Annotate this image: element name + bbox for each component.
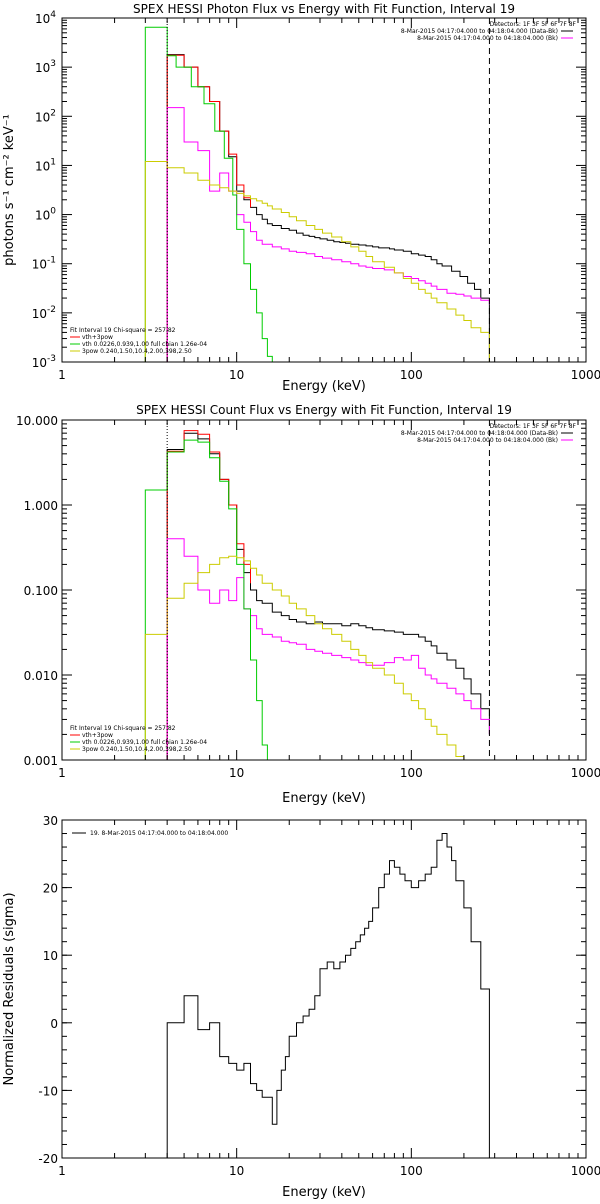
series-group — [144, 430, 490, 760]
y-tick-exponent: 2 — [50, 108, 56, 118]
y-tick-base: 10 — [32, 307, 47, 321]
x-tick-label: 10 — [229, 766, 244, 780]
y-tick-base: 10 — [35, 61, 50, 75]
y-tick-label: -20 — [38, 1152, 58, 1166]
y-tick-exponent: -1 — [47, 256, 56, 266]
y-tick-exponent: 1 — [50, 157, 56, 167]
plot-frame — [61, 819, 587, 1159]
x-axis-label: Energy (keV) — [282, 1185, 366, 1200]
x-axis-label: Energy (keV) — [282, 791, 366, 806]
legend-entry: 3pow 0.240,1.50,10.4,2.00,398,2.50 — [82, 746, 192, 753]
x-tick-label: 1 — [58, 1164, 66, 1178]
series-line-1 — [166, 432, 490, 760]
chart-title: SPEX HESSI Photon Flux vs Energy with Fi… — [133, 2, 515, 16]
y-tick-base: 10 — [35, 209, 50, 223]
x-axis-label: Energy (keV) — [282, 379, 366, 394]
legend-entry: Detectors: 1F 3F 5F 6F 7F 8F — [490, 21, 577, 28]
y-axis-label: Normalized Residuals (sigma) — [2, 892, 17, 1085]
y-tick-exponent: 0 — [50, 207, 56, 217]
y-tick-label: 10-3 — [32, 354, 56, 370]
y-tick-label: 30 — [43, 814, 58, 828]
y-tick-exponent: -2 — [47, 305, 56, 315]
y-tick-label: 101 — [35, 157, 56, 173]
y-tick-label: 103 — [35, 59, 56, 75]
x-tick-label: 100 — [400, 766, 423, 780]
legend-entry: Fit Interval 19 Chi-square = 257.82 — [70, 327, 176, 334]
legend-entry: 8-Mar-2015 04:17:04.000 to 04:18:04.000 … — [417, 437, 558, 444]
x-tick-label: 100 — [400, 1164, 423, 1178]
y-tick-label: 102 — [35, 108, 56, 124]
series-line-2 — [166, 430, 251, 760]
x-tick-label: 10 — [229, 1164, 244, 1178]
legend-entry: vth 0.0226,0.939,1.00 full chian 1.26e-0… — [82, 739, 207, 746]
y-tick-label: 10-2 — [32, 305, 56, 321]
y-tick-label: 0.001 — [24, 754, 58, 768]
x-tick-label: 1000 — [571, 1164, 600, 1178]
legend-entry: vth+3pow — [82, 334, 113, 341]
legend-entry: 8-Mar-2015 04:17:04.000 to 04:18:04.000 … — [401, 430, 558, 437]
y-tick-exponent: 4 — [50, 10, 56, 20]
series-line-1 — [166, 833, 490, 1158]
x-tick-label: 10 — [229, 368, 244, 382]
y-tick-label: 10.000 — [16, 414, 58, 428]
y-tick-label: 20 — [43, 882, 58, 896]
series-line-2 — [166, 54, 251, 362]
series-line-1 — [166, 54, 490, 362]
y-tick-label: 10-1 — [32, 256, 56, 272]
y-tick-base: 10 — [35, 110, 50, 124]
x-tick-label: 1 — [58, 766, 66, 780]
legend-entry: 8-Mar-2015 04:17:04.000 to 04:18:04.000 … — [401, 28, 558, 35]
x-tick-label: 1000 — [571, 368, 600, 382]
y-tick-base: 10 — [35, 159, 50, 173]
y-tick-label: 100 — [35, 207, 56, 223]
y-tick-label: 0.100 — [24, 584, 58, 598]
legend-entry: vth+3pow — [82, 732, 113, 739]
series-group — [144, 26, 490, 362]
y-tick-label: -10 — [38, 1084, 58, 1098]
panel-2: SPEX HESSI Count Flux vs Energy with Fit… — [16, 403, 600, 806]
legend-entry: Detectors: 1F 3F 5F 6F 7F 8F — [490, 423, 577, 430]
y-tick-base: 10 — [32, 356, 47, 370]
y-tick-base: 10 — [32, 258, 47, 272]
plot-frame — [61, 17, 587, 363]
series-line-5 — [144, 555, 465, 760]
legend-entry: Fit Interval 19 Chi-square = 257.82 — [70, 725, 176, 732]
plot-frame — [61, 419, 587, 761]
y-tick-base: 10 — [35, 12, 50, 26]
series-group — [166, 833, 490, 1158]
y-tick-label: 0 — [50, 1017, 58, 1031]
y-tick-exponent: 3 — [50, 59, 56, 69]
y-tick-label: 10 — [43, 949, 58, 963]
legend-entry: 3pow 0.240,1.50,10.4,2.00,398,2.50 — [82, 348, 192, 355]
legend-entry: vth 0.0226,0.939,1.00 full chian 1.26e-0… — [82, 341, 207, 348]
y-tick-label: 0.010 — [24, 669, 58, 683]
legend-entry: 8-Mar-2015 04:17:04.000 to 04:18:04.000 … — [417, 35, 558, 42]
series-line-4 — [144, 26, 273, 362]
series-line-3 — [166, 107, 490, 362]
y-tick-exponent: -3 — [47, 354, 56, 364]
legend-entry: 19. 8-Mar-2015 04:17:04.000 to 04:18:04.… — [90, 830, 228, 837]
x-tick-label: 1 — [58, 368, 66, 382]
x-tick-label: 1000 — [571, 766, 600, 780]
chart-title: SPEX HESSI Count Flux vs Energy with Fit… — [136, 403, 512, 417]
series-line-3 — [166, 538, 490, 760]
x-tick-label: 100 — [400, 368, 423, 382]
series-line-4 — [144, 439, 268, 760]
y-tick-label: 104 — [35, 10, 56, 26]
panel-1: SPEX HESSI Photon Flux vs Energy with Fi… — [2, 2, 600, 394]
panel-3: 1 10 100 1000 -20 -10 0 10 20 30 Energy (keV) Norma… — [2, 814, 600, 1200]
y-tick-label: 1.000 — [24, 499, 58, 513]
y-axis-label: photons s⁻¹ cm⁻² keV⁻¹ — [2, 114, 17, 266]
series-line-5 — [144, 161, 490, 362]
